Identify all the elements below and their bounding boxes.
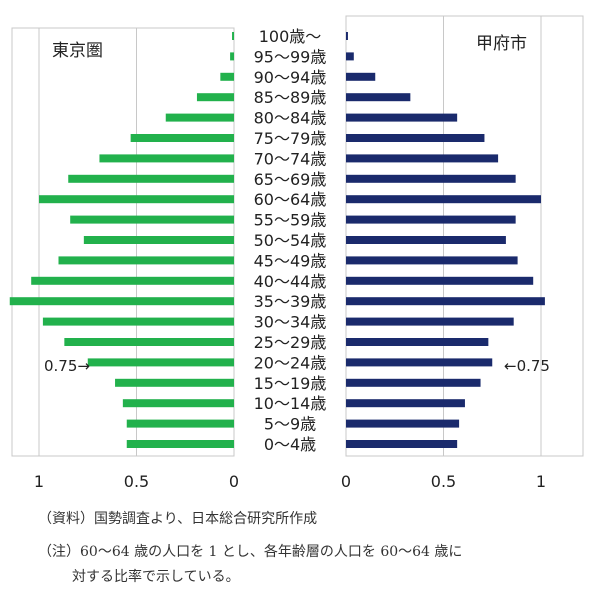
age-label: 15〜19歳 <box>254 374 327 393</box>
age-label: 60〜64歳 <box>254 190 327 209</box>
right-bar <box>346 256 518 265</box>
age-label: 45〜49歳 <box>254 251 327 270</box>
age-label: 50〜54歳 <box>254 231 327 250</box>
left-bar <box>230 52 234 61</box>
left-bar <box>196 93 234 102</box>
left-bar <box>87 358 234 367</box>
left-bar <box>130 134 234 142</box>
left-tick-labels: 1 0.5 0 <box>34 472 239 491</box>
right-bar <box>346 113 458 122</box>
left-bar <box>70 215 234 224</box>
right-bar <box>346 378 481 387</box>
right-bar <box>346 134 485 142</box>
left-bar <box>126 419 234 428</box>
right-bars <box>346 32 545 448</box>
age-label: 30〜34歳 <box>254 313 327 332</box>
left-bar <box>126 440 234 448</box>
left-bar <box>115 378 234 387</box>
right-bar <box>346 236 506 244</box>
left-bar <box>58 256 234 265</box>
left-panel-tokyo: 1 0.5 0 東京圏 0.75→ <box>9 27 239 491</box>
age-label: 65〜69歳 <box>254 170 327 189</box>
left-bar <box>31 276 235 285</box>
right-bar <box>346 399 465 408</box>
left-bar <box>99 154 234 163</box>
right-bar <box>346 297 545 306</box>
right-bar <box>346 32 348 40</box>
left-tick-label: 0.5 <box>124 472 149 491</box>
right-bar <box>346 317 514 326</box>
left-tick-label: 1 <box>34 472 44 491</box>
right-bar <box>346 195 541 204</box>
age-label: 10〜14歳 <box>254 394 327 413</box>
right-bar <box>346 72 376 81</box>
age-label: 20〜24歳 <box>254 353 327 372</box>
left-bar <box>83 236 234 244</box>
footnote-line-1: （注）60〜64 歳の人口を 1 とし、各年齢層の人口を 60〜64 歳に <box>38 544 463 560</box>
right-tick-label: 0 <box>341 472 351 491</box>
age-label: 25〜29歳 <box>254 333 327 352</box>
left-bar <box>232 32 234 40</box>
population-pyramid-chart: 1 0.5 0 東京圏 0.75→ 0 0.5 1 甲府市 ←0.75 100歳〜95〜… <box>9 15 584 491</box>
footnote-line-2: 対する比率で示している。 <box>72 569 240 585</box>
left-annotation: 0.75→ <box>44 357 90 375</box>
right-bar <box>346 154 499 163</box>
right-bar <box>346 358 493 367</box>
right-tick-label: 1 <box>536 472 546 491</box>
right-annotation: ←0.75 <box>504 357 550 375</box>
right-bar <box>346 52 354 61</box>
age-label: 85〜89歳 <box>254 88 327 107</box>
left-bar <box>165 113 234 122</box>
left-bar <box>68 174 234 183</box>
age-label: 90〜94歳 <box>254 68 327 87</box>
right-bar <box>346 276 534 285</box>
right-bar <box>346 174 516 183</box>
right-panel-kofu: 0 0.5 1 甲府市 ←0.75 <box>341 15 584 491</box>
age-label: 5〜9歳 <box>264 415 316 434</box>
right-tick-label: 0.5 <box>431 472 456 491</box>
right-bar <box>346 215 516 224</box>
source-note: （資料）国勢調査より、日本総合研究所作成 <box>38 511 318 527</box>
age-label: 100歳〜 <box>259 27 322 46</box>
age-label: 80〜84歳 <box>254 109 327 128</box>
left-bar <box>220 72 234 81</box>
right-tick-labels: 0 0.5 1 <box>341 472 546 491</box>
age-label: 55〜59歳 <box>254 211 327 230</box>
age-label: 35〜39歳 <box>254 292 327 311</box>
right-bar <box>346 93 411 102</box>
right-bar <box>346 338 489 346</box>
right-panel-title: 甲府市 <box>476 34 527 54</box>
left-bar <box>9 297 234 306</box>
left-bar <box>122 399 234 408</box>
age-label: 95〜99歳 <box>254 47 327 66</box>
right-bar <box>346 440 458 448</box>
left-bar <box>39 195 234 204</box>
left-panel-title: 東京圏 <box>52 41 103 61</box>
age-label: 75〜79歳 <box>254 129 327 148</box>
left-tick-label: 0 <box>229 472 239 491</box>
age-label: 70〜74歳 <box>254 149 327 168</box>
left-bar <box>64 338 234 346</box>
age-label: 40〜44歳 <box>254 272 327 291</box>
age-label: 0〜4歳 <box>264 435 316 454</box>
right-bar <box>346 419 460 428</box>
left-bars <box>9 32 235 448</box>
left-bar <box>42 317 235 326</box>
